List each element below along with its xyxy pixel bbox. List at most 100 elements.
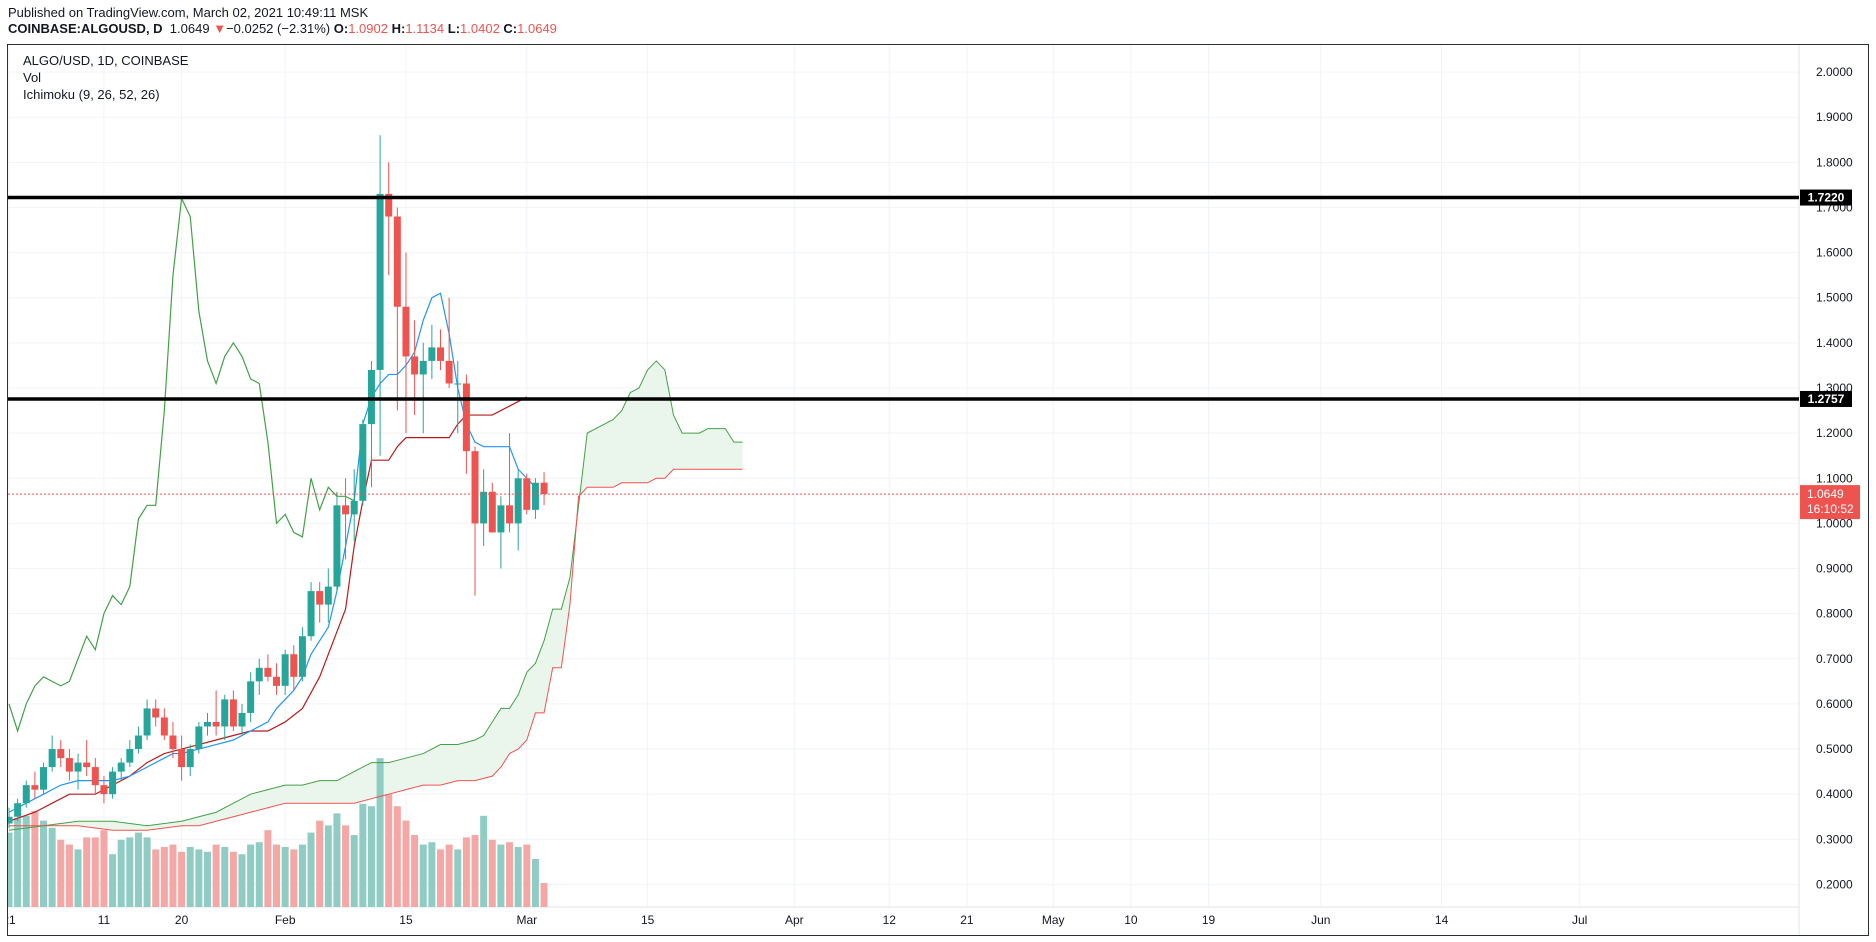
level-price-label: 1.7220: [1808, 191, 1845, 205]
volume-bar: [221, 847, 229, 907]
volume-bar: [109, 854, 117, 907]
candle-body: [324, 586, 332, 605]
y-tick-label: 0.9000: [1816, 562, 1853, 576]
volume-bar: [506, 842, 514, 907]
last-price-tag: [1800, 485, 1860, 520]
countdown-label: 16:10:52: [1807, 502, 1854, 516]
candle-body: [437, 347, 444, 361]
y-tick-label: 1.6000: [1816, 246, 1853, 260]
x-tick-label: May: [1042, 913, 1065, 927]
candle-body: [100, 785, 108, 795]
volume-bar: [514, 847, 522, 907]
candle-body: [109, 771, 117, 795]
y-tick-label: 0.2000: [1816, 877, 1853, 891]
volume-bar: [195, 849, 203, 907]
candle-body: [376, 193, 384, 370]
candle-body: [531, 482, 539, 510]
y-tick-label: 0.7000: [1816, 652, 1853, 666]
y-tick-label: 1.9000: [1816, 110, 1853, 124]
candle-body: [247, 681, 255, 713]
change-down-icon: ▼: [213, 21, 227, 36]
volume-bar: [523, 844, 531, 907]
candle-body: [83, 762, 91, 768]
volume-bar: [437, 849, 444, 907]
open-label: O:: [333, 21, 349, 36]
volume-bar: [342, 825, 350, 907]
volume-bar: [229, 851, 237, 907]
ichimoku-tenkan-line: [8, 292, 536, 813]
candle-body: [178, 749, 186, 768]
level-price-tag: [1800, 189, 1852, 206]
candle-body: [22, 785, 30, 804]
level-price-label: 1.2757: [1808, 392, 1845, 406]
chart-panel[interactable]: 2.0000 1.9000 1.8000 1.7000 1.6000 1.5000 1.40…: [7, 44, 1869, 936]
volume-bar: [367, 806, 375, 907]
volume-bar: [8, 832, 13, 907]
volume-bar: [445, 844, 453, 907]
candle-body: [212, 721, 220, 727]
candle-body: [281, 654, 289, 686]
candle-body: [350, 500, 358, 515]
candle-body: [152, 708, 160, 718]
y-tick-label: 1.2000: [1816, 426, 1853, 440]
candle-body: [393, 216, 401, 307]
candle-body: [342, 505, 350, 515]
candle-body: [126, 749, 134, 763]
x-tick-label: 12: [883, 913, 897, 927]
x-tick-label: Jul: [1572, 913, 1587, 927]
legend-ichimoku: Ichimoku (9, 26, 52, 26): [23, 87, 160, 102]
symbol-label: COINBASE:ALGOUSD, D: [8, 21, 163, 36]
volume-bar: [117, 839, 125, 907]
candle-body: [57, 749, 65, 759]
y-tick-label: 1.8000: [1816, 155, 1853, 169]
low-label: L:: [447, 21, 461, 36]
x-tick-label: Feb: [275, 913, 296, 927]
volume-bar: [48, 827, 56, 907]
candle-body: [8, 816, 13, 824]
candle-body: [143, 708, 151, 736]
y-tick-label: 1.0000: [1816, 516, 1853, 530]
volume-bar: [290, 849, 298, 907]
volume-bar: [488, 839, 496, 907]
x-tick-label: Jun: [1311, 913, 1330, 927]
candle-body: [48, 749, 56, 768]
price-chart[interactable]: 2.00001.90001.80001.70001.60001.50001.40…: [8, 45, 1868, 935]
volume-bar: [186, 847, 194, 907]
x-tick-label: 21: [960, 913, 974, 927]
y-tick-label: 1.1000: [1816, 471, 1853, 485]
candle-body: [186, 749, 194, 768]
candle-body: [91, 767, 99, 786]
volume-bar: [31, 811, 39, 907]
open-value: 1.0902: [348, 21, 388, 36]
close-value: 1.0649: [517, 21, 557, 36]
x-tick-label: Apr: [785, 913, 804, 927]
published-line: Published on TradingView.com, March 02, …: [8, 5, 369, 20]
volume-bar: [350, 835, 358, 907]
volume-bar: [359, 803, 367, 907]
volume-bar: [428, 842, 436, 907]
volume-bar: [264, 830, 272, 907]
candle-body: [454, 383, 462, 385]
volume-bar: [316, 820, 324, 907]
volume-bar: [238, 854, 246, 907]
candle-body: [14, 803, 22, 817]
volume-bar: [40, 820, 48, 907]
y-tick-label: 0.6000: [1816, 697, 1853, 711]
volume-bar: [307, 832, 315, 907]
candle-body: [471, 451, 479, 524]
volume-bar: [212, 844, 220, 907]
last-price: 1.0649: [169, 21, 210, 36]
level-price-tag: [1800, 390, 1852, 407]
volume-bar: [100, 830, 108, 907]
x-tick-label: 21: [8, 913, 16, 927]
candle-body: [160, 717, 168, 736]
x-tick-label: 20: [175, 913, 189, 927]
volume-bar: [143, 837, 151, 907]
candle-body: [298, 636, 306, 677]
symbol-line: COINBASE:ALGOUSD, D 1.0649 ▼−0.0252 (−2.…: [8, 21, 557, 36]
volume-bar: [134, 832, 142, 907]
y-tick-label: 0.4000: [1816, 787, 1853, 801]
candle-body: [428, 347, 436, 361]
candle-body: [203, 721, 211, 727]
candle-body: [273, 676, 281, 686]
